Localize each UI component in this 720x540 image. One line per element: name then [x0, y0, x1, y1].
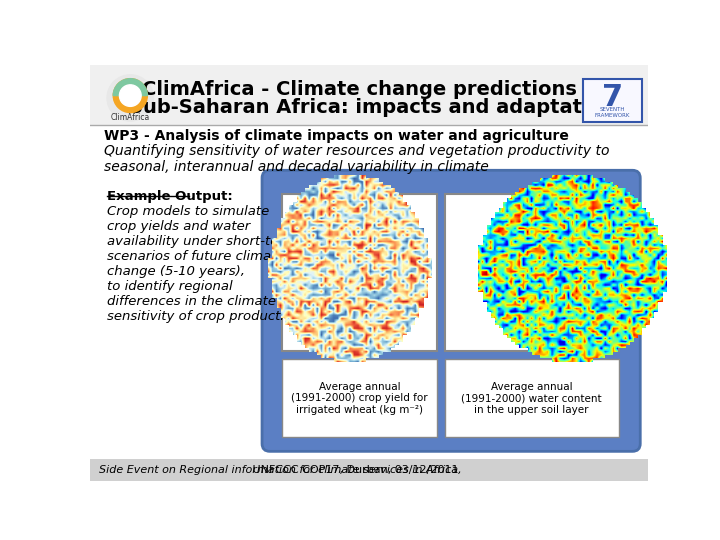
FancyBboxPatch shape	[282, 194, 437, 351]
Text: Crop models to simulate
crop yields and water
availability under short-term
scen: Crop models to simulate crop yields and …	[107, 205, 305, 323]
Text: Sub-Saharan Africa: impacts and adaptation: Sub-Saharan Africa: impacts and adaptati…	[130, 98, 616, 117]
Circle shape	[113, 79, 148, 112]
Text: Example Output:: Example Output:	[107, 190, 233, 202]
Text: Side Event on Regional information for climate services in Africa,: Side Event on Regional information for c…	[99, 465, 462, 475]
FancyBboxPatch shape	[445, 194, 618, 351]
Wedge shape	[113, 79, 148, 96]
FancyBboxPatch shape	[90, 65, 648, 125]
FancyBboxPatch shape	[262, 170, 640, 451]
Text: UNFCCC COP17, Durban, 03/12/2011: UNFCCC COP17, Durban, 03/12/2011	[249, 465, 459, 475]
FancyBboxPatch shape	[583, 79, 642, 122]
Text: Average annual
(1991-2000) crop yield for
irrigated wheat (kg m⁻²): Average annual (1991-2000) crop yield fo…	[292, 382, 428, 415]
FancyBboxPatch shape	[445, 359, 618, 437]
Text: ClimAfrica - Climate change predictions in: ClimAfrica - Climate change predictions …	[142, 80, 604, 99]
Circle shape	[107, 75, 153, 121]
Text: Quantifying sensitivity of water resources and vegetation productivity to
season: Quantifying sensitivity of water resourc…	[104, 144, 609, 174]
Text: SEVENTH
FRAMEWORK: SEVENTH FRAMEWORK	[595, 107, 630, 118]
Text: 7: 7	[602, 83, 623, 112]
Text: ClimAfrica: ClimAfrica	[111, 113, 150, 122]
FancyBboxPatch shape	[90, 459, 648, 481]
FancyBboxPatch shape	[282, 359, 437, 437]
Circle shape	[120, 85, 141, 106]
Text: Average annual
(1991-2000) water content
in the upper soil layer: Average annual (1991-2000) water content…	[462, 382, 602, 415]
Text: WP3 - Analysis of climate impacts on water and agriculture: WP3 - Analysis of climate impacts on wat…	[104, 130, 569, 144]
